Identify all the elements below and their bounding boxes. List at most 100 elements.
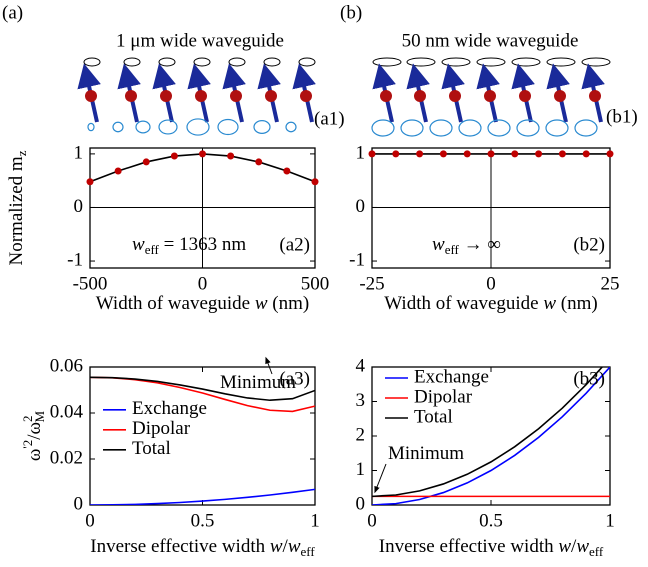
spin-ball — [484, 90, 496, 102]
mode-profile — [487, 119, 511, 137]
precession-orbit — [441, 57, 471, 67]
precession-orbit — [83, 57, 101, 67]
data-point — [311, 178, 319, 186]
precession-orbit — [406, 57, 436, 67]
precession-orbit — [193, 57, 211, 67]
data-point — [199, 150, 206, 158]
x-tick-label: 500 — [301, 273, 330, 294]
mode-profile — [516, 119, 540, 137]
spin-illustration — [77, 57, 611, 137]
data-point — [606, 150, 614, 158]
data-point — [255, 158, 263, 166]
illustration-title: 50 nm wide waveguide — [402, 30, 579, 51]
y-axis-label: Normalized mz — [6, 150, 29, 265]
data-point — [535, 150, 543, 158]
y-tick-label: 2 — [356, 424, 366, 445]
x-tick-label: 0 — [367, 510, 377, 531]
text-part: z — [14, 150, 29, 156]
legend-label: Exchange — [132, 398, 207, 419]
y-tick-label: 0.04 — [50, 401, 84, 422]
annotation: weff = 1363 nm — [132, 234, 246, 257]
annotation-arrow — [374, 463, 387, 494]
annotation: weff → ∞ — [432, 234, 501, 257]
mode-profile — [574, 119, 598, 137]
x-axis-label: Width of waveguide w (nm) — [96, 293, 309, 314]
precession-orbit — [476, 57, 506, 67]
y-tick-label: 0 — [356, 493, 366, 514]
data-point — [558, 150, 566, 158]
data-point — [142, 158, 150, 166]
text-part: w — [288, 536, 301, 557]
y-tick-label: 0 — [74, 196, 84, 217]
text-part: w — [255, 293, 268, 314]
y-tick-label: 0 — [356, 196, 366, 217]
x-tick-label: 0.5 — [191, 510, 215, 531]
mode-profile — [285, 121, 297, 133]
text-part: / — [571, 536, 577, 557]
panel-label: (b3) — [573, 368, 605, 389]
spin-ball — [300, 90, 312, 102]
mode-profile — [458, 119, 482, 137]
x-tick-label: 0.5 — [479, 510, 503, 531]
text-part: w — [270, 536, 283, 557]
data-point — [227, 152, 235, 160]
series-line — [372, 367, 610, 505]
legend-label: Dipolar — [132, 418, 191, 439]
precession-orbit — [228, 57, 246, 67]
panel-label: (a) — [2, 2, 23, 23]
text-part: Width of waveguide — [384, 293, 543, 314]
x-axis-label: Inverse effective width w/weff — [90, 536, 315, 559]
mode-profile — [429, 119, 453, 137]
data-point — [283, 167, 291, 175]
data-point — [582, 150, 590, 158]
precession-orbit — [263, 57, 281, 67]
text-part: w — [576, 536, 589, 557]
precession-orbit — [158, 57, 176, 67]
spin-ball — [589, 90, 601, 102]
text-part: eff — [589, 544, 604, 559]
text-part: (nm) — [556, 293, 598, 314]
annotation: Minimum — [220, 372, 296, 393]
x-tick-label: 0 — [198, 273, 208, 294]
series-line — [90, 488, 315, 505]
text-part: w — [132, 234, 145, 255]
data-point — [86, 178, 94, 186]
text-part: / — [283, 536, 289, 557]
spin-ball — [160, 90, 172, 102]
panel-label: (b2) — [573, 234, 605, 255]
y-tick-label: -1 — [349, 249, 365, 270]
data-point — [487, 150, 495, 158]
precession-orbit — [372, 57, 402, 67]
spin-ball — [554, 90, 566, 102]
mode-profile — [253, 119, 271, 134]
x-tick-label: -500 — [73, 273, 108, 294]
text-part: Minimum — [388, 443, 464, 464]
illustration-title: 1 μm wide waveguide — [116, 30, 284, 51]
panel-label: (a3) — [279, 368, 310, 389]
y-tick-label: 0.02 — [50, 447, 83, 468]
text-part: w — [558, 536, 571, 557]
mode-profile — [371, 119, 395, 137]
text-part: eff — [145, 242, 160, 257]
data-point — [368, 150, 376, 158]
spin-ball — [414, 90, 426, 102]
y-axis-label: ω'2/ω2M — [20, 410, 47, 461]
text-part: → ∞ — [459, 234, 501, 255]
mode-profile — [217, 118, 239, 136]
precession-orbit — [546, 57, 576, 67]
spin-ball — [519, 90, 531, 102]
text-part: w — [432, 234, 445, 255]
mode-profile — [545, 119, 569, 137]
y-tick-label: 0.06 — [50, 355, 83, 376]
annotation-arrow — [265, 356, 273, 375]
panel-label: (a2) — [279, 234, 310, 255]
illustration-label: (b1) — [606, 106, 638, 127]
text-part: /ω — [24, 422, 45, 440]
precession-orbit — [511, 57, 541, 67]
text-part: Minimum — [220, 372, 296, 393]
text-part: 2 — [20, 415, 35, 422]
legend-label: Exchange — [414, 366, 489, 387]
mode-profile — [400, 119, 424, 137]
